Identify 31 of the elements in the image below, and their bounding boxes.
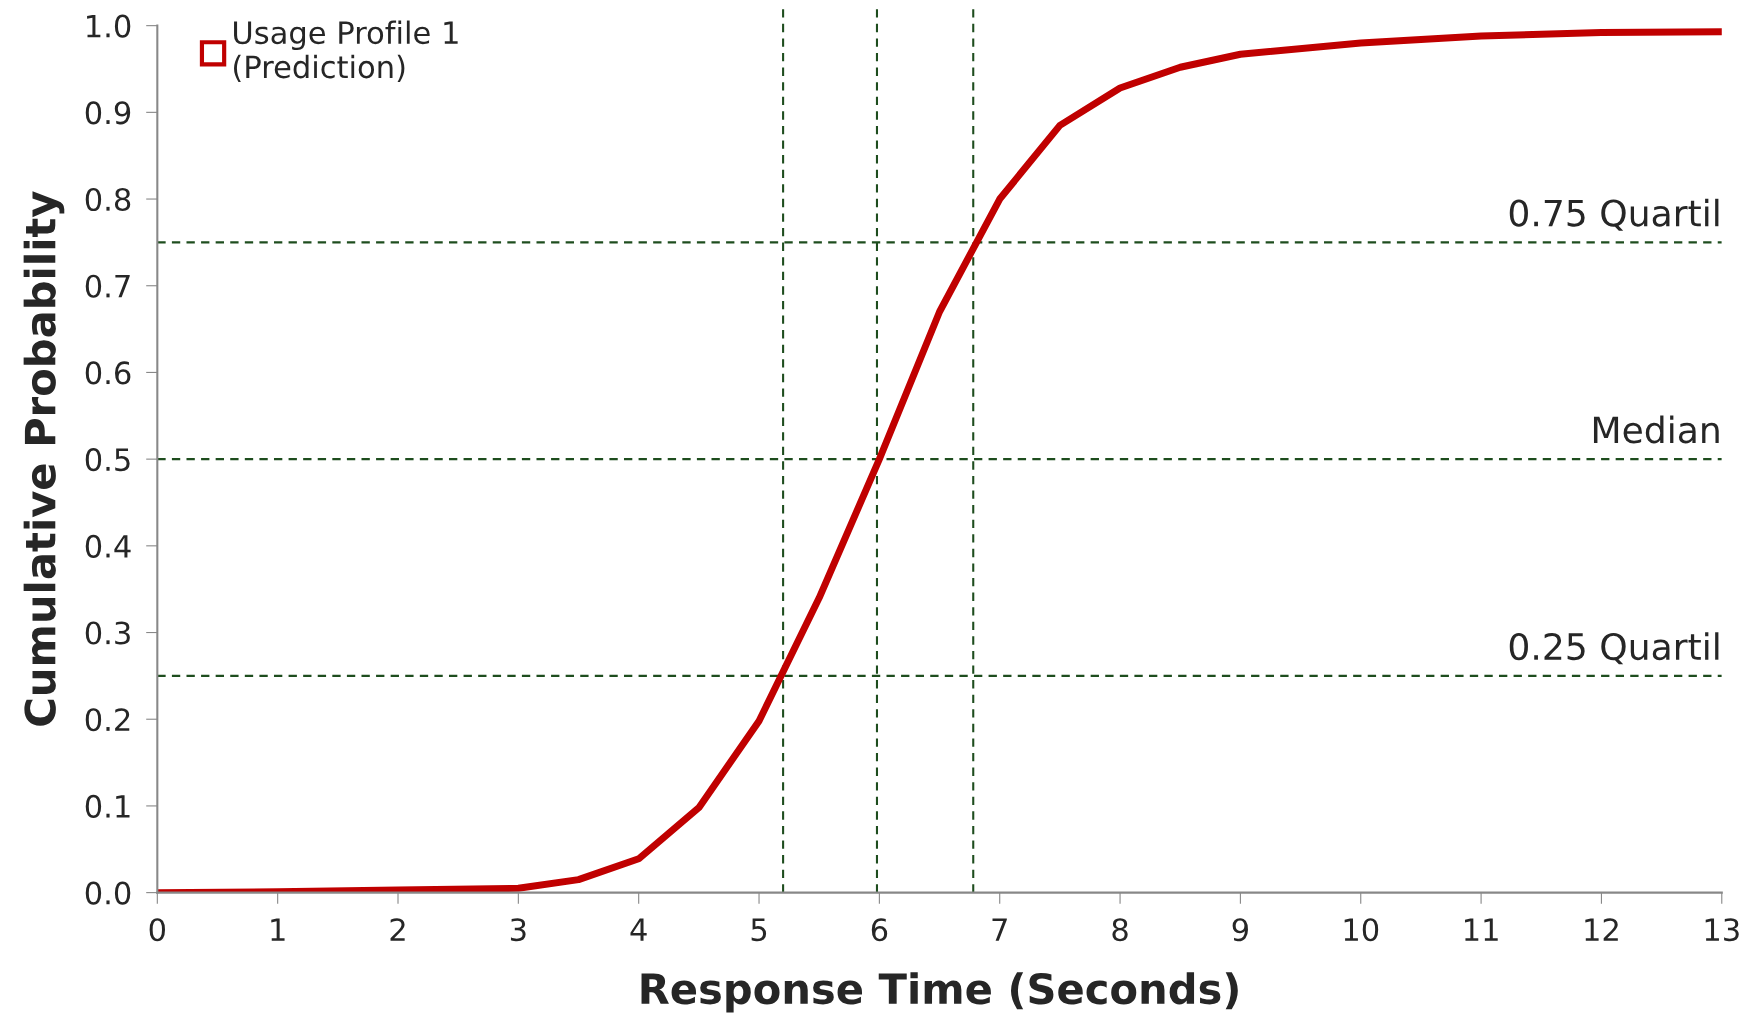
x-tick-label: 7 — [992, 918, 1007, 941]
x-tick-label: 2 — [390, 918, 405, 941]
x-tick-label: 6 — [871, 918, 888, 942]
y-tick-label: 0.0 — [85, 881, 131, 905]
y-tick-label: 0.4 — [85, 534, 131, 558]
x-tick-label: 3 — [510, 918, 526, 942]
x-tick-label: 12 — [1585, 918, 1618, 941]
x-tick-label: 8 — [1112, 918, 1128, 942]
x-tick-label: 13 — [1705, 918, 1739, 942]
x-tick-label: 4 — [630, 918, 647, 941]
x-tick-label: 10 — [1344, 918, 1379, 942]
legend-label: Usage Profile 1 (Prediction) — [234, 20, 458, 82]
y-tick-label: 0.2 — [85, 708, 130, 732]
ref-line-label: 0.25 Quartil — [1509, 632, 1719, 665]
y-tick-label: 0.7 — [85, 274, 130, 298]
y-tick-label: 0.6 — [85, 361, 131, 385]
x-tick-label: 0 — [149, 918, 166, 942]
y-tick-label: 0.8 — [85, 187, 131, 212]
x-tick-label: 1 — [271, 918, 285, 941]
y-tick-label: 1.0 — [87, 14, 131, 38]
y-tick-label: 0.3 — [85, 621, 130, 645]
y-tick-label: 0.5 — [85, 448, 130, 472]
ref-line-label: Median — [1593, 415, 1719, 444]
x-tick-label: 9 — [1232, 918, 1248, 942]
y-tick-label: 0.1 — [85, 794, 130, 818]
x-tick-label: 11 — [1465, 918, 1498, 941]
y-tick-label: 0.9 — [85, 101, 131, 125]
x-tick-label: 5 — [751, 918, 767, 942]
ref-line-label: 0.75 Quartil — [1509, 198, 1719, 231]
x-axis-title: Response Time (Seconds) — [641, 972, 1238, 1013]
y-axis-title: Cumulative Probability — [23, 191, 65, 726]
